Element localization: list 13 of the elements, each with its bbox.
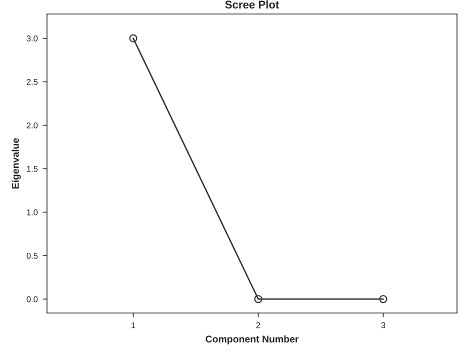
y-tick-label: 1.5: [27, 166, 38, 172]
y-tick-label: 0.5: [26, 252, 38, 259]
y-tick-label: 1.0: [27, 209, 38, 216]
x-axis-title: Component Number: [206, 335, 299, 344]
y-tick-label: 2.5: [26, 78, 38, 85]
y-axis-title: Eigenvalue: [12, 138, 21, 189]
y-tick-label: 2.0: [26, 122, 38, 128]
y-tick-label: 3.0: [26, 36, 38, 42]
chart-title: Scree Plot: [225, 0, 280, 9]
y-tick-label: 0.0: [26, 296, 38, 302]
x-tick-label: 3: [381, 322, 386, 328]
x-tick-label: 1: [132, 322, 136, 328]
x-tick-label: 2: [256, 322, 260, 328]
